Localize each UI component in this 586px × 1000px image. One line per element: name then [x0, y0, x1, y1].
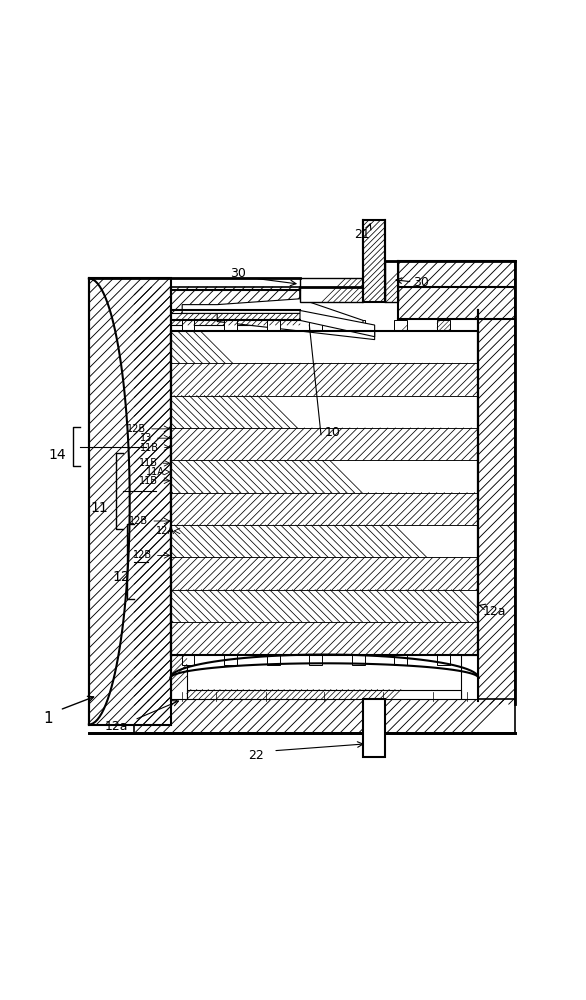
- Text: 22: 22: [248, 749, 264, 762]
- Text: 10: 10: [325, 426, 341, 439]
- Bar: [461, 655, 478, 699]
- Text: 11B: 11B: [140, 443, 159, 453]
- Bar: [267, 320, 280, 331]
- Text: 21: 21: [354, 228, 370, 241]
- Text: 30: 30: [413, 276, 430, 289]
- Bar: [394, 655, 407, 665]
- Bar: [171, 313, 300, 325]
- Bar: [398, 261, 515, 319]
- Bar: [187, 690, 461, 699]
- Bar: [352, 655, 364, 665]
- Text: 11A: 11A: [146, 467, 165, 477]
- Text: 12B: 12B: [127, 424, 146, 434]
- Bar: [171, 428, 478, 460]
- Bar: [171, 396, 478, 428]
- Bar: [300, 278, 363, 302]
- Text: 12B: 12B: [133, 550, 152, 560]
- Bar: [134, 319, 171, 701]
- Bar: [309, 320, 322, 331]
- Bar: [363, 220, 385, 302]
- Bar: [267, 655, 280, 665]
- Bar: [478, 310, 515, 704]
- Bar: [394, 320, 407, 331]
- Text: 14: 14: [49, 448, 66, 462]
- Bar: [182, 655, 195, 665]
- Text: 12a: 12a: [482, 605, 506, 618]
- Text: 13: 13: [139, 433, 152, 443]
- Bar: [437, 320, 450, 331]
- Bar: [171, 460, 478, 493]
- Text: 12a: 12a: [105, 720, 128, 733]
- Text: 1: 1: [43, 711, 53, 726]
- Bar: [171, 655, 187, 699]
- Polygon shape: [182, 299, 363, 331]
- Text: 11B: 11B: [139, 458, 158, 468]
- Bar: [309, 655, 322, 665]
- Text: 12A: 12A: [156, 526, 175, 536]
- Bar: [171, 363, 478, 396]
- Polygon shape: [217, 313, 374, 340]
- Bar: [352, 320, 364, 331]
- Bar: [89, 278, 171, 725]
- Bar: [171, 590, 478, 622]
- Bar: [224, 655, 237, 665]
- Bar: [171, 493, 478, 525]
- Bar: [171, 525, 478, 557]
- Polygon shape: [300, 310, 374, 337]
- Text: 12: 12: [112, 570, 130, 584]
- Text: 11: 11: [90, 501, 108, 515]
- Bar: [224, 320, 237, 331]
- Bar: [134, 287, 300, 319]
- Text: 11B: 11B: [139, 476, 158, 486]
- Bar: [171, 622, 478, 655]
- Bar: [437, 655, 450, 665]
- Bar: [182, 320, 195, 331]
- Bar: [171, 557, 478, 590]
- Bar: [134, 699, 515, 733]
- Text: 12B: 12B: [130, 516, 148, 526]
- Text: 30: 30: [230, 267, 246, 280]
- Bar: [385, 261, 398, 302]
- Bar: [363, 699, 385, 757]
- Bar: [171, 331, 478, 363]
